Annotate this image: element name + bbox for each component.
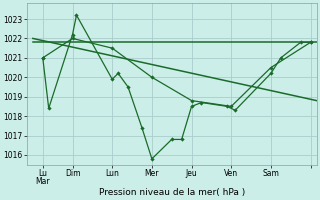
X-axis label: Pression niveau de la mer( hPa ): Pression niveau de la mer( hPa ) xyxy=(99,188,245,197)
